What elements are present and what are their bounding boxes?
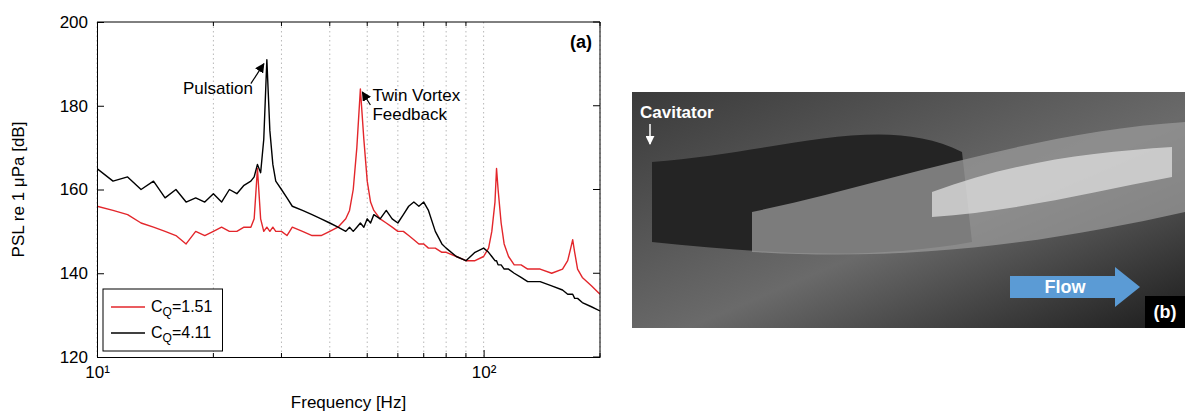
legend: CQ=1.51CQ=4.11 — [103, 289, 222, 351]
minor-tick — [281, 353, 282, 357]
tick-label: 10² — [472, 363, 497, 382]
tick-mark — [97, 357, 104, 358]
legend-swatch — [111, 306, 145, 308]
legend-label-part: C — [151, 298, 163, 315]
annotation-line: Feedback — [372, 105, 447, 124]
grid — [97, 22, 600, 357]
panel-label: (a) — [570, 32, 592, 52]
tick-label: 180 — [60, 97, 88, 116]
tick-label: 200 — [60, 13, 88, 32]
tick-mark — [97, 106, 104, 107]
grid-line — [483, 22, 484, 357]
tick-mark — [97, 190, 104, 191]
y-tick: 180 — [60, 97, 104, 116]
tick-mark — [97, 273, 104, 274]
photo-label: Cavitator — [640, 103, 714, 122]
photo — [632, 92, 1185, 328]
tick-mark — [593, 273, 600, 274]
minor-tick — [600, 353, 601, 357]
minor-tick — [213, 22, 214, 26]
minor-tick — [329, 353, 330, 357]
minor-tick — [397, 353, 398, 357]
legend-box — [103, 289, 222, 351]
legend-swatch — [111, 332, 145, 334]
photo-background — [632, 92, 1185, 328]
annotation: Pulsation — [183, 79, 253, 98]
figure: 10¹ 10² 120 140 160 180 200 Frequency [Hz] PSL r… — [0, 0, 1195, 417]
axis-line — [98, 357, 601, 358]
panel-label-box — [1145, 296, 1185, 328]
y-axis: 120 140 160 180 200 — [60, 13, 104, 367]
grid-line-minor — [367, 22, 368, 357]
flow-arrow — [1010, 267, 1140, 307]
minor-tick — [446, 22, 447, 26]
y-axis-title: PSL re 1 μPa [dB] — [9, 122, 28, 258]
tick-mark — [593, 189, 600, 190]
grid-line-minor — [423, 22, 424, 357]
minor-tick — [423, 22, 424, 26]
minor-tick — [465, 22, 466, 26]
x-axis: 10¹ 10² — [85, 350, 600, 382]
y-tick: 140 — [60, 264, 104, 283]
tick-mark — [484, 350, 485, 357]
tick-mark — [593, 22, 600, 23]
y-tick: 120 — [60, 348, 104, 367]
tick-mark — [97, 22, 104, 23]
legend-item: CQ=1.51 — [111, 298, 212, 319]
minor-tick — [397, 22, 398, 26]
cavity-highlight — [932, 147, 1172, 217]
plot-background — [97, 22, 600, 357]
annotation: Twin VortexFeedback — [372, 86, 460, 124]
tick-label: 160 — [60, 180, 88, 199]
series-line — [97, 60, 600, 311]
annotation-arrow — [362, 92, 370, 105]
legend-label-part: =1.51 — [172, 298, 213, 315]
plot-area — [97, 60, 600, 311]
minor-tick — [600, 22, 601, 26]
y-tick: 200 — [60, 13, 104, 32]
grid-line-minor — [465, 22, 466, 357]
tick-mark — [593, 105, 600, 106]
minor-tick — [213, 353, 214, 357]
grid-line-minor — [397, 22, 398, 357]
minor-tick — [281, 22, 282, 26]
panel-label: (b) — [1154, 302, 1177, 322]
tick-label: 10¹ — [85, 363, 110, 382]
photo-label: Flow — [1045, 277, 1087, 297]
legend-label: CQ=4.11 — [151, 324, 211, 345]
legend-label-sub: Q — [163, 305, 172, 319]
minor-tick — [367, 353, 368, 357]
pointer-arrow — [649, 124, 651, 144]
grid-line-minor — [446, 22, 447, 357]
frame — [97, 22, 600, 23]
tick-label: 120 — [60, 348, 88, 367]
legend-label-part: =4.11 — [172, 324, 211, 341]
minor-tick — [329, 22, 330, 26]
tick-mark — [593, 357, 600, 358]
tick-label: 140 — [60, 264, 88, 283]
minor-tick — [367, 22, 368, 26]
minor-tick — [423, 353, 424, 357]
legend-label-part: C — [151, 324, 163, 341]
minor-tick — [465, 353, 466, 357]
cavity-bright — [752, 122, 1185, 255]
grid-line-minor — [329, 22, 330, 357]
legend-item: CQ=4.11 — [111, 324, 211, 345]
x-tick: 10² — [472, 350, 497, 382]
y-tick: 160 — [60, 180, 104, 199]
x-axis-title: Frequency [Hz] — [291, 393, 406, 412]
minor-tick — [446, 353, 447, 357]
annotation-line: Twin Vortex — [372, 86, 460, 105]
legend-label-sub: Q — [163, 331, 172, 345]
legend-label: CQ=1.51 — [151, 298, 212, 319]
